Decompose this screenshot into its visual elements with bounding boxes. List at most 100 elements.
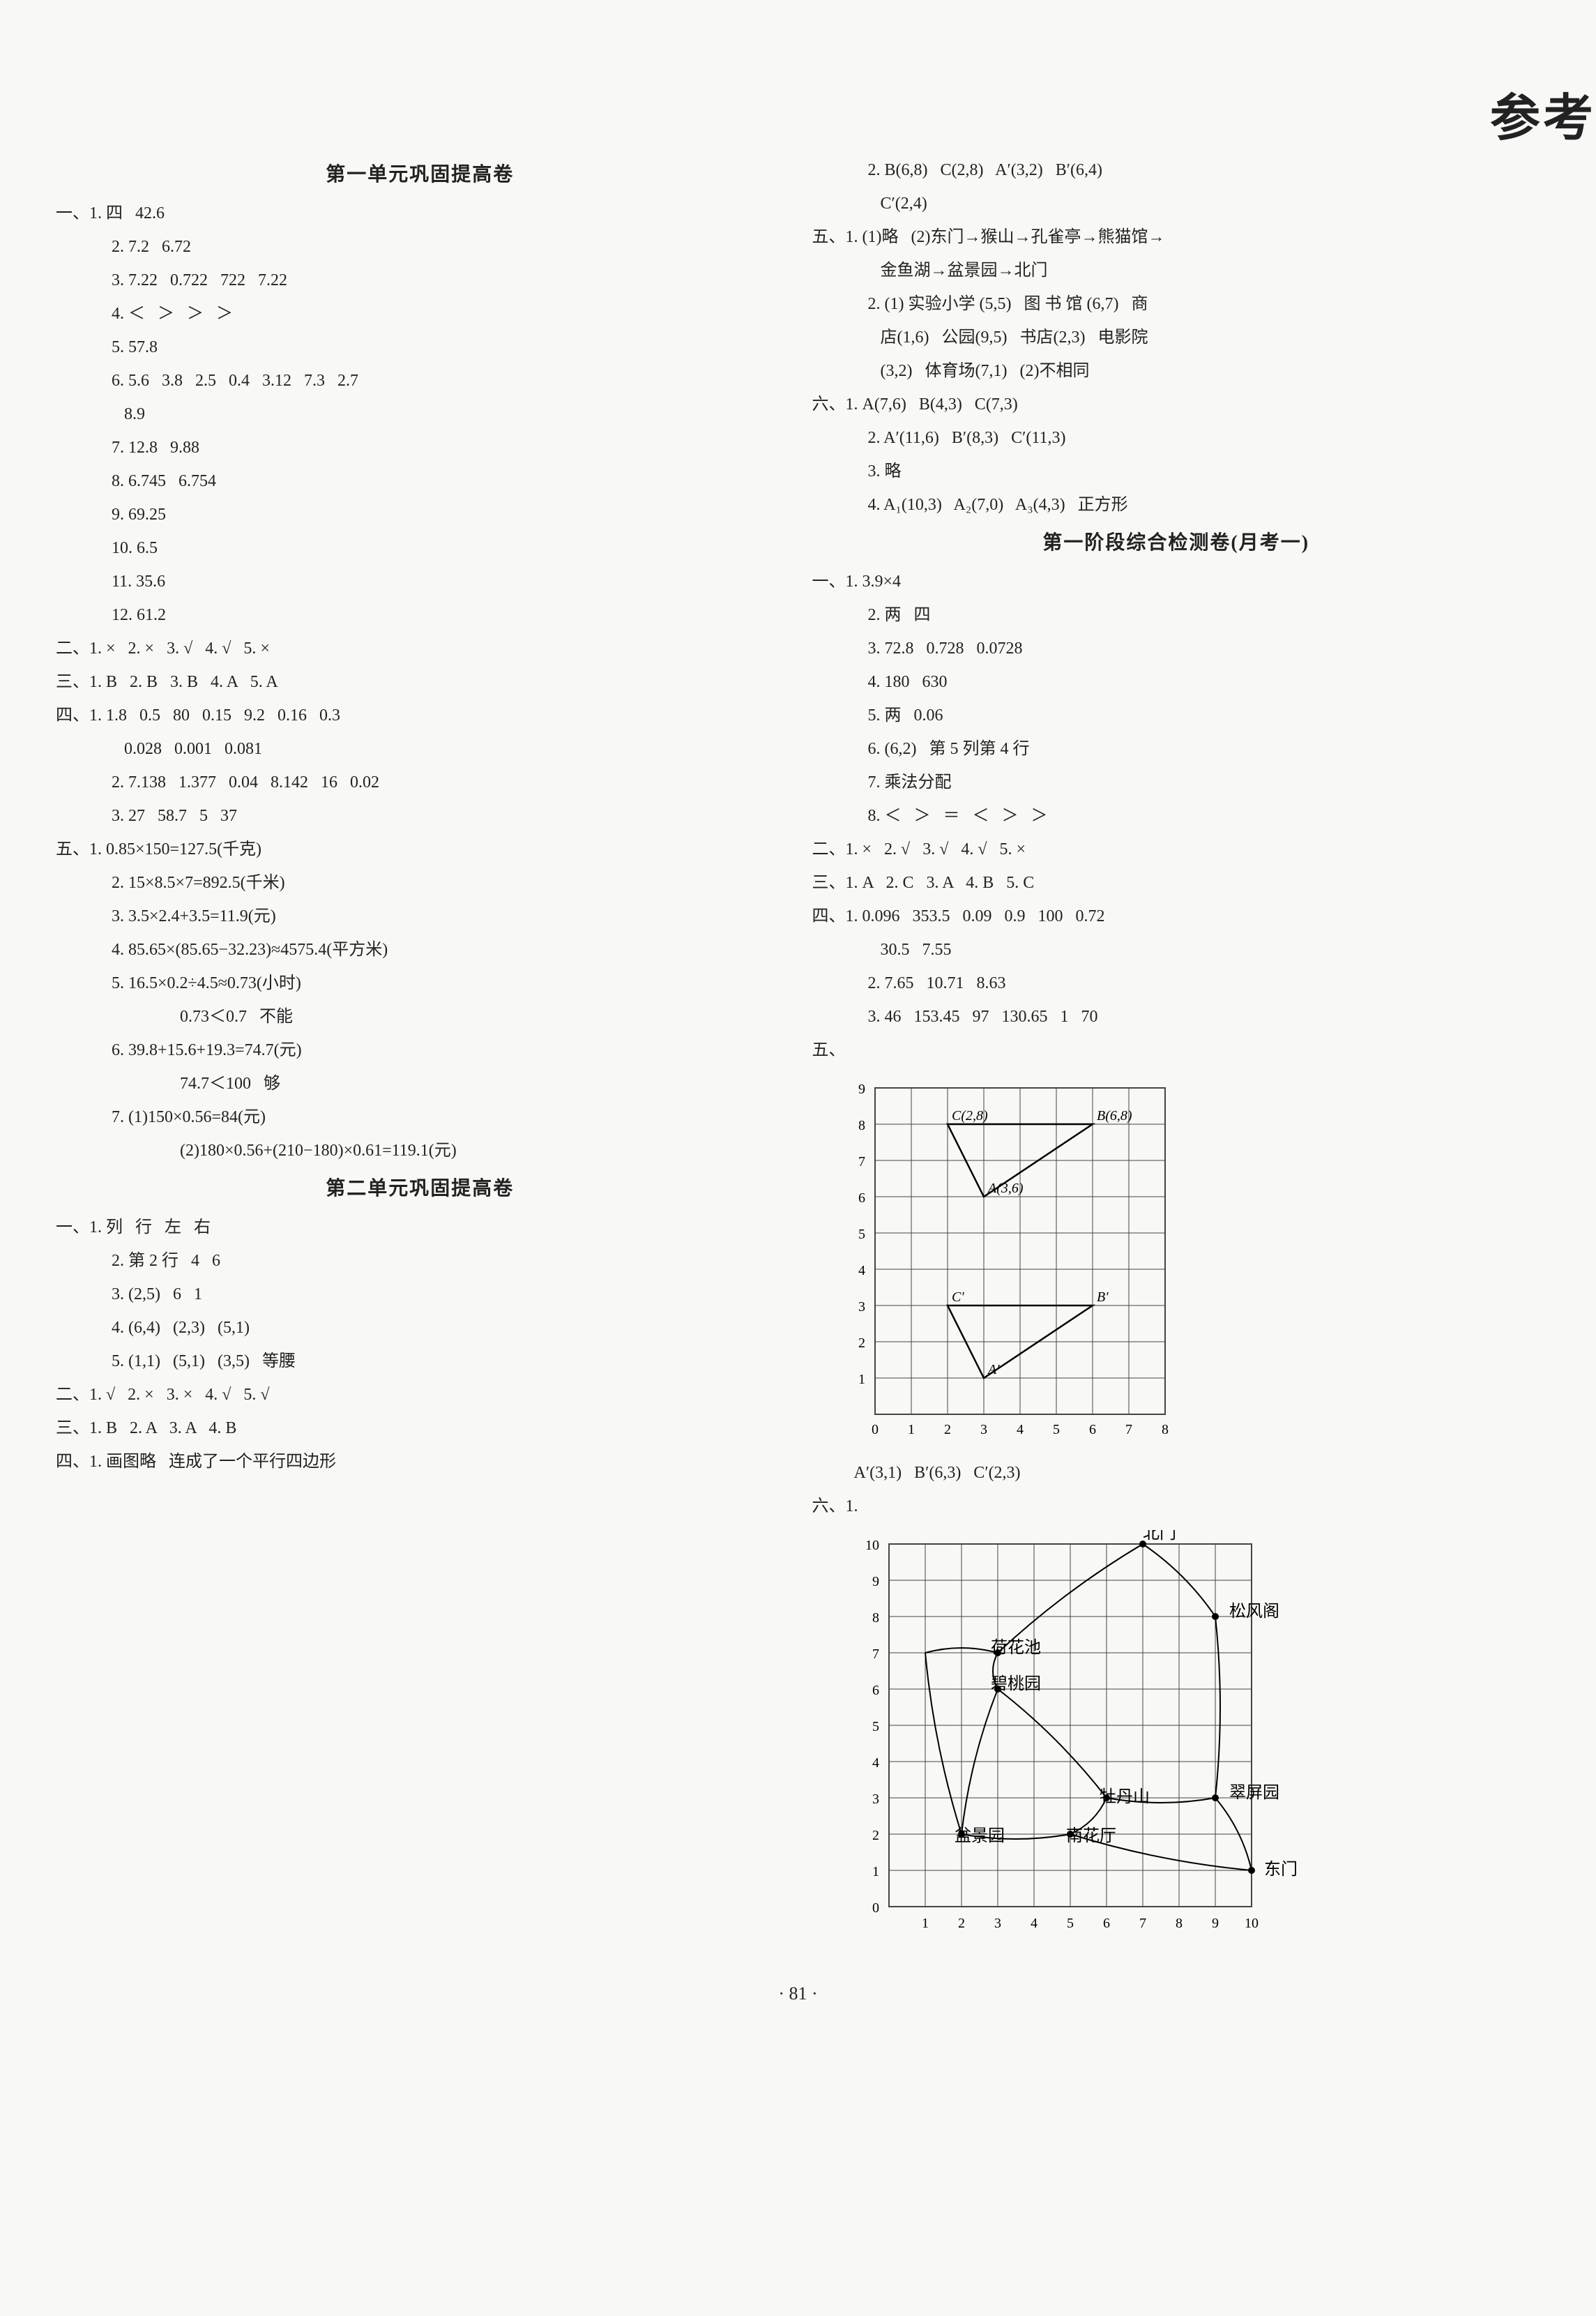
map-svg: 12345678910012345678910北门松风阁荷花池碧桃园牡丹山翠屏园… [854, 1530, 1335, 1948]
svg-text:9: 9 [872, 1574, 879, 1589]
answer-line: 0.028 0.001 0.081 [56, 732, 784, 766]
section-1: 一、1. 四 42.6 2. 7.2 6.72 3. 7.22 0.722 72… [56, 197, 784, 632]
svg-text:A′: A′ [987, 1362, 1000, 1377]
answer-line: 4. A₁(10,3) A₂(7,0) A₃(4,3) 正方形 [812, 488, 1541, 522]
answer-line: 7. 12.8 9.88 [56, 431, 784, 464]
svg-text:6: 6 [858, 1190, 865, 1206]
svg-text:10: 10 [1245, 1916, 1259, 1931]
u2-section-3: 三、1. B 2. A 3. A 4. B [56, 1411, 784, 1445]
section-5b-label: 五、 [812, 1041, 846, 1059]
svg-text:9: 9 [858, 1082, 865, 1097]
svg-text:荷花池: 荷花池 [991, 1638, 1041, 1657]
answer-line: 五、1. 0.85×150=127.5(千克) [56, 833, 784, 866]
svg-text:1: 1 [922, 1916, 929, 1931]
answer-line: 10. 6.5 [56, 531, 784, 565]
answer-line: 3. 略 [812, 455, 1541, 488]
answer-line: 金鱼湖→盆景园→北门 [812, 254, 1541, 287]
svg-text:东门: 东门 [1264, 1860, 1298, 1879]
unit1-title: 第一单元巩固提高卷 [56, 159, 784, 187]
answer-line: C′(2,4) [812, 187, 1541, 220]
svg-text:8: 8 [858, 1118, 865, 1133]
svg-text:6: 6 [872, 1683, 879, 1698]
answer-line: 一、1. 四 42.6 [56, 197, 784, 230]
answer-line: 2. 第 2 行 4 6 [56, 1244, 784, 1278]
answer-line: 五、1. (1)略 (2)东门→猴山→孔雀亭→熊猫馆→ [812, 220, 1541, 254]
left-column: 第一单元巩固提高卷 一、1. 四 42.6 2. 7.2 6.72 3. 7.2… [56, 153, 784, 1955]
m1-section-3: 三、1. A 2. C 3. A 4. B 5. C [812, 866, 1541, 900]
answer-line: 3. (2,5) 6 1 [56, 1278, 784, 1311]
answer-line: 店(1,6) 公园(9,5) 书店(2,3) 电影院 [812, 321, 1541, 354]
svg-text:盆景园: 盆景园 [955, 1826, 1005, 1845]
answer-line: 0.73＜0.7 不能 [56, 1000, 784, 1034]
svg-text:3: 3 [872, 1792, 879, 1807]
svg-text:7: 7 [1139, 1916, 1146, 1931]
answer-line: 4. 180 630 [812, 665, 1541, 699]
answer-line: 74.7＜100 够 [56, 1067, 784, 1100]
answer-line: 4. 85.65×(85.65−32.23)≈4575.4(平方米) [56, 933, 784, 967]
svg-text:4: 4 [858, 1263, 865, 1278]
answer-line: 11. 35.6 [56, 565, 784, 598]
answer-line: 2. 7.138 1.377 0.04 8.142 16 0.02 [56, 766, 784, 799]
answer-line: 8.9 [56, 398, 784, 431]
section-3: 三、1. B 2. B 3. B 4. A 5. A [56, 665, 784, 699]
unit2-title: 第二单元巩固提高卷 [56, 1173, 784, 1201]
monthly1-title: 第一阶段综合检测卷(月考一) [812, 527, 1541, 555]
svg-text:牡丹山: 牡丹山 [1100, 1787, 1150, 1806]
svg-text:6: 6 [1089, 1422, 1096, 1437]
svg-text:8: 8 [1176, 1916, 1183, 1931]
answer-line: 7. (1)150×0.56=84(元) [56, 1100, 784, 1134]
m1-section-2: 二、1. × 2. √ 3. √ 4. √ 5. × [812, 833, 1541, 866]
answer-line: 2. 两 四 [812, 598, 1541, 632]
answer-line: 2. (1) 实验小学 (5,5) 图 书 馆 (6,7) 商 [812, 287, 1541, 321]
answer-line: 四、1. 1.8 0.5 80 0.15 9.2 0.16 0.3 [56, 699, 784, 732]
svg-text:B(6,8): B(6,8) [1097, 1108, 1132, 1123]
answer-line: 8. 6.745 6.754 [56, 464, 784, 498]
m1-section-1: 一、1. 3.9×4 2. 两 四 3. 72.8 0.728 0.0728 4… [812, 565, 1541, 833]
r-section-6: 六、1. A(7,6) B(4,3) C(7,3) 2. A′(11,6) B′… [812, 388, 1541, 522]
svg-text:0: 0 [872, 1900, 879, 1916]
answer-line: 5. (1,1) (5,1) (3,5) 等腰 [56, 1345, 784, 1378]
answer-line: 一、1. 列 行 左 右 [56, 1211, 784, 1244]
right-column: 2. B(6,8) C(2,8) A′(3,2) B′(6,4) C′(2,4)… [812, 153, 1541, 1955]
answer-line: 2. 7.2 6.72 [56, 230, 784, 264]
answer-line: 3. 27 58.7 5 37 [56, 799, 784, 833]
svg-text:10: 10 [865, 1538, 879, 1553]
answer-line: 3. 72.8 0.728 0.0728 [812, 632, 1541, 665]
answer-line: 一、1. 3.9×4 [812, 565, 1541, 598]
chart1-caption: A′(3,1) B′(6,3) C′(2,3) [854, 1456, 1541, 1490]
answer-line: 5. 16.5×0.2÷4.5≈0.73(小时) [56, 967, 784, 1000]
svg-text:8: 8 [872, 1610, 879, 1626]
section-4: 四、1. 1.8 0.5 80 0.15 9.2 0.16 0.3 0.028 … [56, 699, 784, 833]
section-6b-label: 六、1. [812, 1490, 1541, 1523]
answer-line: 8. ＜ ＞ ＝ ＜ ＞ ＞ [812, 799, 1541, 833]
header-title: 参考 [1490, 77, 1596, 150]
answer-line: 6. 39.8+15.6+19.3=74.7(元) [56, 1034, 784, 1067]
answer-line: 3. 7.22 0.722 722 7.22 [56, 264, 784, 297]
svg-text:2: 2 [872, 1828, 879, 1843]
svg-text:5: 5 [858, 1227, 865, 1242]
svg-text:9: 9 [1212, 1916, 1219, 1931]
answer-line: 12. 61.2 [56, 598, 784, 632]
svg-text:7: 7 [872, 1647, 879, 1662]
svg-text:翠屏园: 翠屏园 [1229, 1784, 1279, 1802]
svg-text:2: 2 [958, 1916, 965, 1931]
svg-text:南花厅: 南花厅 [1066, 1826, 1116, 1845]
answer-line: 2. B(6,8) C(2,8) A′(3,2) B′(6,4) [812, 153, 1541, 187]
svg-text:2: 2 [944, 1422, 951, 1437]
svg-text:1: 1 [908, 1422, 915, 1437]
answer-line: 4. ＜ ＞ ＞ ＞ [56, 297, 784, 331]
svg-text:C′: C′ [952, 1289, 964, 1305]
section-2: 二、1. × 2. × 3. √ 4. √ 5. × [56, 632, 784, 665]
svg-text:2: 2 [858, 1335, 865, 1351]
answer-line: 四、1. 0.096 353.5 0.09 0.9 100 0.72 [812, 900, 1541, 933]
answer-line: 6. (6,2) 第 5 列第 4 行 [812, 732, 1541, 766]
answer-line: 六、1. A(7,6) B(4,3) C(7,3) [812, 388, 1541, 421]
answer-line: 7. 乘法分配 [812, 766, 1541, 799]
svg-text:7: 7 [1125, 1422, 1132, 1437]
coordinate-chart: 012345678123456789C(2,8)B(6,8)A(3,6)C′B′… [840, 1074, 1541, 1449]
page-number: · 81 · [56, 1983, 1540, 2004]
answer-line: 30.5 7.55 [812, 933, 1541, 967]
svg-text:3: 3 [994, 1916, 1001, 1931]
svg-text:6: 6 [1103, 1916, 1110, 1931]
answer-line: 5. 两 0.06 [812, 699, 1541, 732]
